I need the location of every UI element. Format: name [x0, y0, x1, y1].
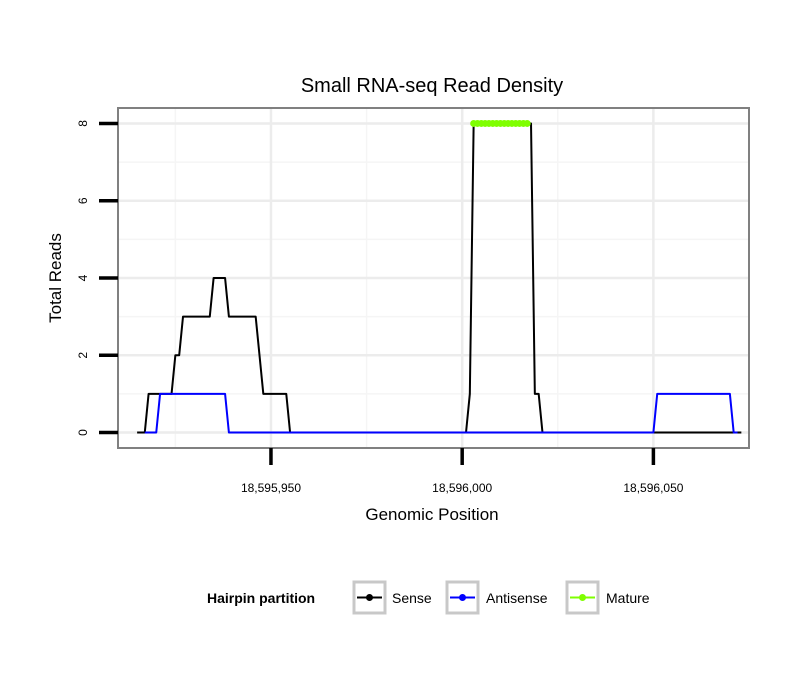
- y-axis: 0 2 4 6 8: [76, 120, 118, 436]
- x-axis: 18,595,950 18,596,000 18,596,050: [241, 448, 684, 495]
- legend-key-point: [366, 594, 373, 601]
- y-tick-label: 2: [76, 352, 90, 359]
- legend: Hairpin partition Sense Antisense Mature: [207, 580, 650, 615]
- legend-item-mature: Mature: [565, 580, 650, 615]
- plot-panel: [117, 107, 750, 449]
- x-axis-title: Genomic Position: [365, 505, 498, 524]
- legend-item-sense: Sense: [352, 580, 432, 615]
- legend-key-point: [579, 594, 586, 601]
- legend-item-antisense: Antisense: [445, 580, 548, 615]
- y-tick-label: 8: [76, 120, 90, 127]
- legend-title: Hairpin partition: [207, 590, 315, 606]
- y-tick-label: 4: [76, 274, 90, 281]
- y-axis-title: Total Reads: [46, 233, 65, 323]
- chart-title: Small RNA-seq Read Density: [301, 75, 563, 97]
- series-lines: [137, 119, 742, 434]
- x-tick-label: 18,596,050: [623, 481, 683, 495]
- data-point-mature: [523, 119, 531, 127]
- series-line-antisense: [144, 392, 738, 434]
- legend-label-mature: Mature: [606, 590, 650, 606]
- x-tick-label: 18,596,000: [432, 481, 492, 495]
- y-tick-label: 6: [76, 197, 90, 204]
- x-tick-label: 18,595,950: [241, 481, 301, 495]
- y-tick-label: 0: [76, 429, 90, 436]
- legend-label-antisense: Antisense: [486, 590, 548, 606]
- legend-label-sense: Sense: [392, 590, 432, 606]
- legend-key-point: [459, 594, 466, 601]
